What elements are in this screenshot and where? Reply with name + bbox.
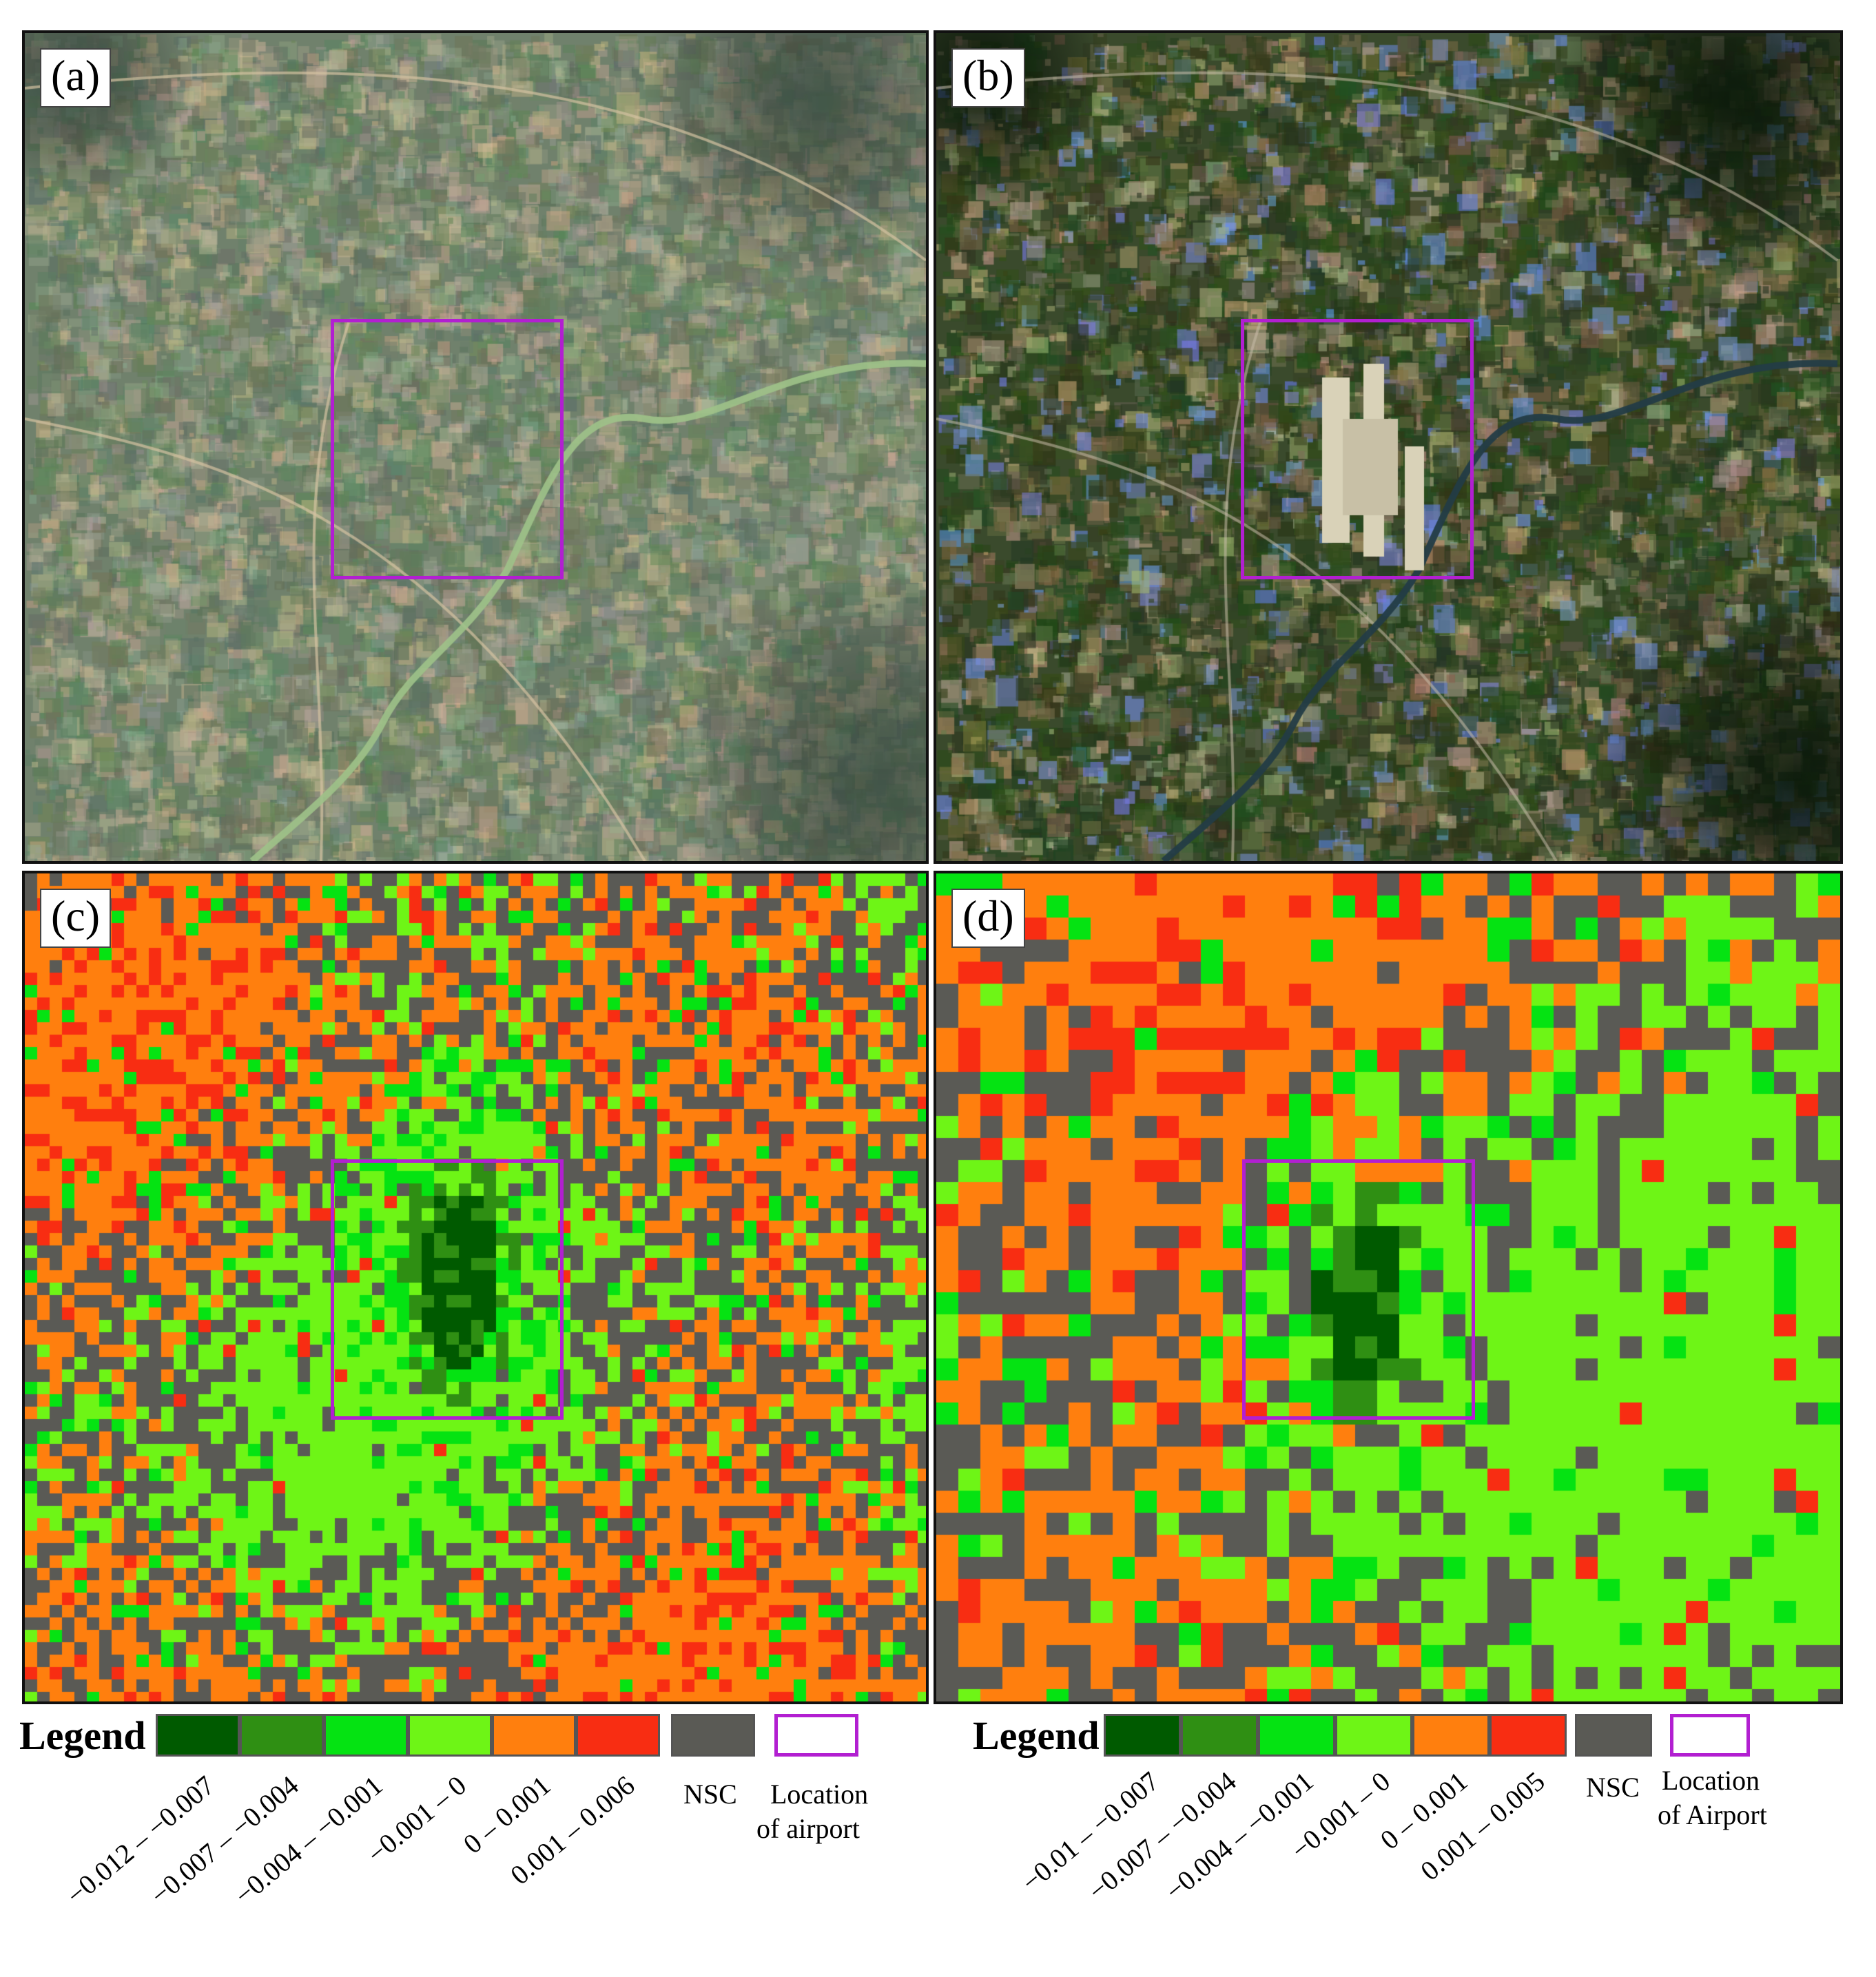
satellite-map-panel-b: (b): [934, 30, 1843, 864]
legend-title: Legend: [19, 1713, 146, 1758]
legend-swatch-class6: [1490, 1714, 1567, 1757]
satellite-map-panel-a: (a): [22, 30, 929, 864]
airport-location-box: [1242, 1159, 1475, 1420]
legend-swatch-nsc: [1575, 1714, 1652, 1757]
legend-nsc-label: NSC: [683, 1779, 737, 1810]
legend-swatch-nsc: [671, 1714, 755, 1757]
legend-swatch-class1: [156, 1714, 240, 1757]
panel-label-a: (a): [40, 48, 112, 107]
legend-swatch-class4: [408, 1714, 492, 1757]
legend-airport-label-line2: of airport: [756, 1813, 860, 1844]
legend-airport-label-line1: Location: [1662, 1765, 1760, 1796]
legend-title: Legend: [973, 1713, 1100, 1758]
legend-swatch-class2: [240, 1714, 324, 1757]
legend-swatch-class4: [1335, 1714, 1412, 1757]
legend-swatch-class2: [1181, 1714, 1258, 1757]
legend-class-label: −0.004 – −0.001: [228, 1769, 389, 1911]
panel-label-d: (d): [951, 889, 1025, 948]
legend-class-label: −0.007 – −0.004: [144, 1769, 305, 1911]
airport-location-box: [331, 1159, 564, 1420]
airport-location-box: [1241, 319, 1474, 579]
legend-class-label: −0.012 – −0.007: [60, 1769, 220, 1911]
legend-swatch-airport: [774, 1714, 858, 1757]
legend-swatch-airport: [1670, 1714, 1750, 1757]
satellite-image-clear: [936, 33, 1840, 861]
legend-airport-label-line2: of Airport: [1658, 1799, 1767, 1830]
legend-swatch-class3: [324, 1714, 408, 1757]
legend-swatch-class5: [492, 1714, 576, 1757]
legend-nsc-label: NSC: [1586, 1772, 1640, 1803]
legend-swatch-class6: [576, 1714, 660, 1757]
legend-swatch-class1: [1104, 1714, 1181, 1757]
classification-raster-c: [25, 873, 926, 1701]
classification-raster-d: [936, 873, 1840, 1701]
legend-swatch-class3: [1258, 1714, 1335, 1757]
legend-airport-label-line1: Location: [770, 1779, 869, 1810]
classified-map-panel-c: (c): [22, 871, 929, 1704]
legend-swatch-class5: [1412, 1714, 1490, 1757]
panel-label-b: (b): [951, 48, 1025, 107]
satellite-image-hazy: [25, 33, 926, 861]
panel-label-c: (c): [40, 889, 112, 948]
classified-map-panel-d: (d): [934, 871, 1843, 1704]
airport-location-box: [331, 319, 564, 579]
